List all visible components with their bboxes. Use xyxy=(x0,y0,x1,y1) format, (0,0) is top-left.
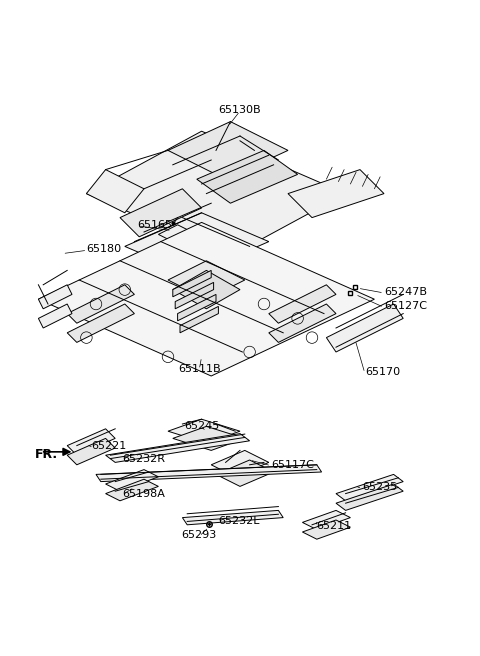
Polygon shape xyxy=(175,282,214,309)
Text: 65170: 65170 xyxy=(365,367,400,377)
Polygon shape xyxy=(38,304,72,328)
Polygon shape xyxy=(336,484,403,510)
Polygon shape xyxy=(38,222,374,376)
Text: 65235: 65235 xyxy=(362,482,397,493)
Polygon shape xyxy=(302,520,350,539)
Text: 65127C: 65127C xyxy=(384,301,427,312)
Polygon shape xyxy=(120,189,202,237)
Text: 65198A: 65198A xyxy=(122,489,165,499)
Polygon shape xyxy=(96,465,322,482)
Text: 65165: 65165 xyxy=(137,220,172,230)
Polygon shape xyxy=(336,474,403,501)
Text: 65232L: 65232L xyxy=(218,516,260,526)
Polygon shape xyxy=(168,121,288,179)
Polygon shape xyxy=(86,131,346,256)
Text: 65221: 65221 xyxy=(91,441,126,451)
Polygon shape xyxy=(106,479,158,501)
Polygon shape xyxy=(269,304,336,342)
Text: FR.: FR. xyxy=(35,448,58,461)
Polygon shape xyxy=(106,434,250,462)
Polygon shape xyxy=(211,451,269,477)
Polygon shape xyxy=(86,170,144,213)
Polygon shape xyxy=(326,304,403,352)
Polygon shape xyxy=(216,460,274,486)
Polygon shape xyxy=(173,270,211,297)
Text: 65232R: 65232R xyxy=(122,453,166,464)
Polygon shape xyxy=(269,285,336,323)
Polygon shape xyxy=(125,213,269,276)
Polygon shape xyxy=(67,285,134,323)
Text: 65130B: 65130B xyxy=(219,104,261,115)
Polygon shape xyxy=(168,261,245,299)
Polygon shape xyxy=(182,510,283,525)
Text: 65211: 65211 xyxy=(316,521,351,531)
Polygon shape xyxy=(178,295,216,321)
Polygon shape xyxy=(158,225,192,241)
Polygon shape xyxy=(38,285,72,309)
Polygon shape xyxy=(168,419,240,443)
Polygon shape xyxy=(67,429,115,455)
Text: 65245: 65245 xyxy=(184,421,219,432)
Text: 65293: 65293 xyxy=(181,530,217,541)
Polygon shape xyxy=(67,438,115,465)
Polygon shape xyxy=(197,150,298,203)
Polygon shape xyxy=(173,270,240,309)
Text: 65111B: 65111B xyxy=(178,364,220,374)
Text: 65117C: 65117C xyxy=(271,460,314,470)
Polygon shape xyxy=(106,470,158,491)
Polygon shape xyxy=(302,510,350,529)
Polygon shape xyxy=(288,170,384,218)
Polygon shape xyxy=(173,426,245,451)
Polygon shape xyxy=(180,306,218,333)
Text: 65247B: 65247B xyxy=(384,287,427,297)
Text: 65180: 65180 xyxy=(86,244,121,254)
Polygon shape xyxy=(67,304,134,342)
